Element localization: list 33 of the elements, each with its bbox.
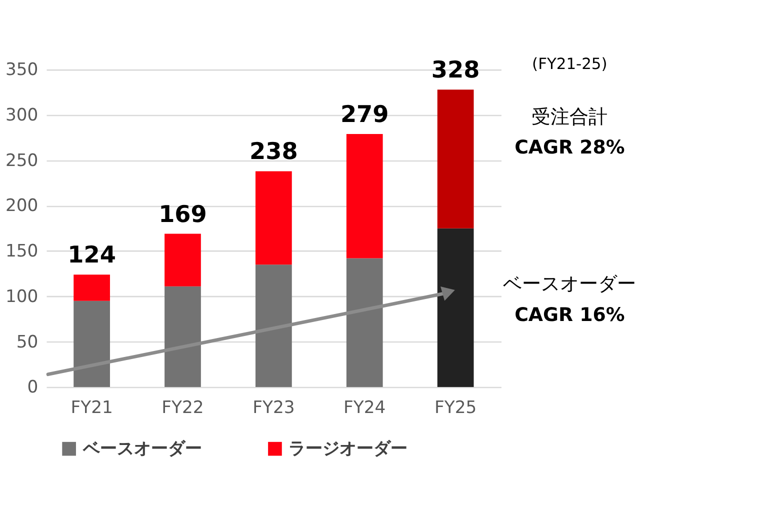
bar bbox=[74, 300, 110, 388]
bar bbox=[437, 228, 474, 388]
y-tick-label: 150 bbox=[5, 242, 38, 262]
total-label: 169 bbox=[158, 202, 207, 228]
bar bbox=[437, 90, 474, 228]
y-tick-label: 0 bbox=[27, 378, 38, 398]
bar bbox=[255, 171, 292, 265]
bar bbox=[164, 286, 201, 388]
x-tick-label: FY21 bbox=[70, 398, 113, 418]
bar bbox=[74, 274, 110, 301]
bar bbox=[346, 258, 383, 388]
legend-label: ベースオーダー bbox=[82, 438, 202, 459]
total-label: 238 bbox=[250, 139, 298, 166]
y-tick-label: 250 bbox=[5, 150, 38, 171]
x-tick-label: FY24 bbox=[344, 398, 386, 418]
total-label: 328 bbox=[431, 58, 480, 84]
y-tick-label: 350 bbox=[5, 60, 38, 80]
x-tick-label: FY25 bbox=[434, 398, 477, 418]
y-tick-label: 50 bbox=[16, 332, 38, 352]
y-tick-label: 300 bbox=[5, 106, 38, 126]
y-tick-label: 200 bbox=[5, 196, 38, 216]
text: ベースオーダー CAGR 16% bbox=[503, 273, 636, 326]
y-tick-label: 100 bbox=[5, 286, 38, 307]
x-tick-label: FY22 bbox=[162, 398, 204, 418]
bar bbox=[164, 234, 201, 286]
bar bbox=[255, 264, 292, 388]
x-tick-label: FY23 bbox=[252, 398, 295, 418]
text: (FY21-25) bbox=[532, 54, 608, 73]
bar bbox=[346, 134, 383, 258]
total-label: 279 bbox=[340, 102, 389, 128]
total-label: 124 bbox=[68, 242, 116, 269]
text: 受注合計 CAGR 28% bbox=[514, 106, 625, 159]
legend-label: ラージオーダー bbox=[288, 438, 408, 459]
